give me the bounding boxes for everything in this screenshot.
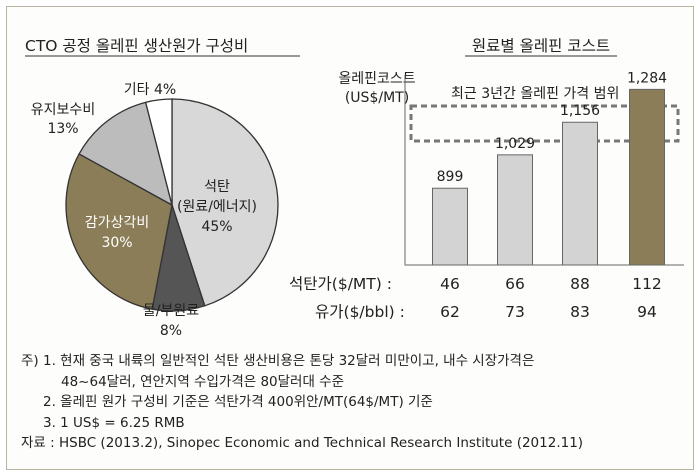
bar-value-label-0: 899 — [437, 169, 464, 185]
bar-ylabel-line1: 올레핀코스트 — [338, 71, 415, 87]
bar-ylabel-line2: (US$/MT) — [345, 90, 409, 106]
pie-label-coal-name: 석탄 — [204, 179, 230, 195]
pie-slice-coal — [171, 98, 279, 307]
pie-label-water-name: 물/부원료 — [143, 303, 199, 319]
pie-label-coal-pct: 45% — [201, 219, 232, 235]
oil-price-2: 83 — [570, 303, 590, 321]
oil-price-3: 94 — [637, 303, 657, 321]
pie-label-depreciation-pct: 30% — [101, 235, 132, 251]
bar-0 — [432, 187, 468, 266]
pie-label-depreciation-name: 감가상각비 — [85, 215, 149, 231]
chart-canvas: CTO 공정 올레핀 생산원가 구성비 석탄 (원료/에너지) 45% 감가상각… — [25, 37, 684, 339]
oil-price-1: 73 — [505, 303, 525, 321]
coal-price-0: 46 — [440, 275, 460, 293]
note-line-3: 2. 올레핀 원가 구성비 기준은 석탄가격 400위안/MT(64$/MT) … — [43, 394, 433, 410]
pie-label-coal-sub: (원료/에너지) — [177, 199, 257, 215]
notes: 주) 1. 현재 중국 내륙의 일반적인 석탄 생산비용은 톤당 32달러 미만… — [21, 351, 681, 454]
bar-value-label-2: 1,156 — [560, 103, 600, 119]
pie-label-water-pct: 8% — [160, 323, 182, 339]
bar-title: 원료별 올레핀 코스트 — [472, 37, 610, 55]
coal-price-1: 66 — [505, 275, 525, 293]
bar-3 — [629, 88, 665, 266]
bar-2 — [562, 121, 598, 266]
note-line-2: 48~64달러, 연안지역 수입가격은 80달러대 수준 — [61, 373, 345, 390]
coal-price-2: 88 — [570, 275, 590, 293]
coal-price-row-label: 석탄가($/MT) : — [289, 275, 392, 293]
note-line-1: 주) 1. 현재 중국 내륙의 일반적인 석탄 생산비용은 톤당 32달러 미만… — [21, 353, 535, 369]
pie-label-other: 기타 4% — [124, 82, 176, 98]
figure-frame: CTO 공정 올레핀 생산원가 구성비 석탄 (원료/에너지) 45% 감가상각… — [6, 6, 694, 470]
pie-title: CTO 공정 올레핀 생산원가 구성비 — [25, 37, 248, 55]
pie-label-maintenance-name: 유지보수비 — [31, 102, 95, 118]
bar-group: 899 1,029 1,156 1,284 — [432, 70, 667, 266]
bar-1 — [497, 154, 533, 266]
coal-price-3: 112 — [632, 275, 662, 293]
oil-price-row-label: 유가($/bbl) : — [315, 303, 405, 321]
note-line-4: 3. 1 US$ = 6.25 RMB — [43, 414, 185, 431]
pie-slice-depreciation — [65, 153, 173, 310]
bar-value-label-1: 1,029 — [495, 136, 535, 152]
oil-price-0: 62 — [440, 303, 460, 321]
bar-range-label: 최근 3년간 올레핀 가격 범위 — [451, 86, 619, 102]
pie-slice-maintenance — [78, 101, 174, 207]
pie-group — [65, 98, 279, 312]
pie-label-maintenance-pct: 13% — [47, 121, 78, 137]
bar-value-label-3: 1,284 — [627, 70, 667, 86]
bar-range-box — [409, 104, 680, 143]
source-line: 자료 : HSBC (2013.2), Sinopec Economic and… — [21, 435, 584, 451]
pie-slice-other — [144, 98, 173, 206]
price-group: 46 66 88 112 62 73 83 94 — [440, 275, 662, 321]
